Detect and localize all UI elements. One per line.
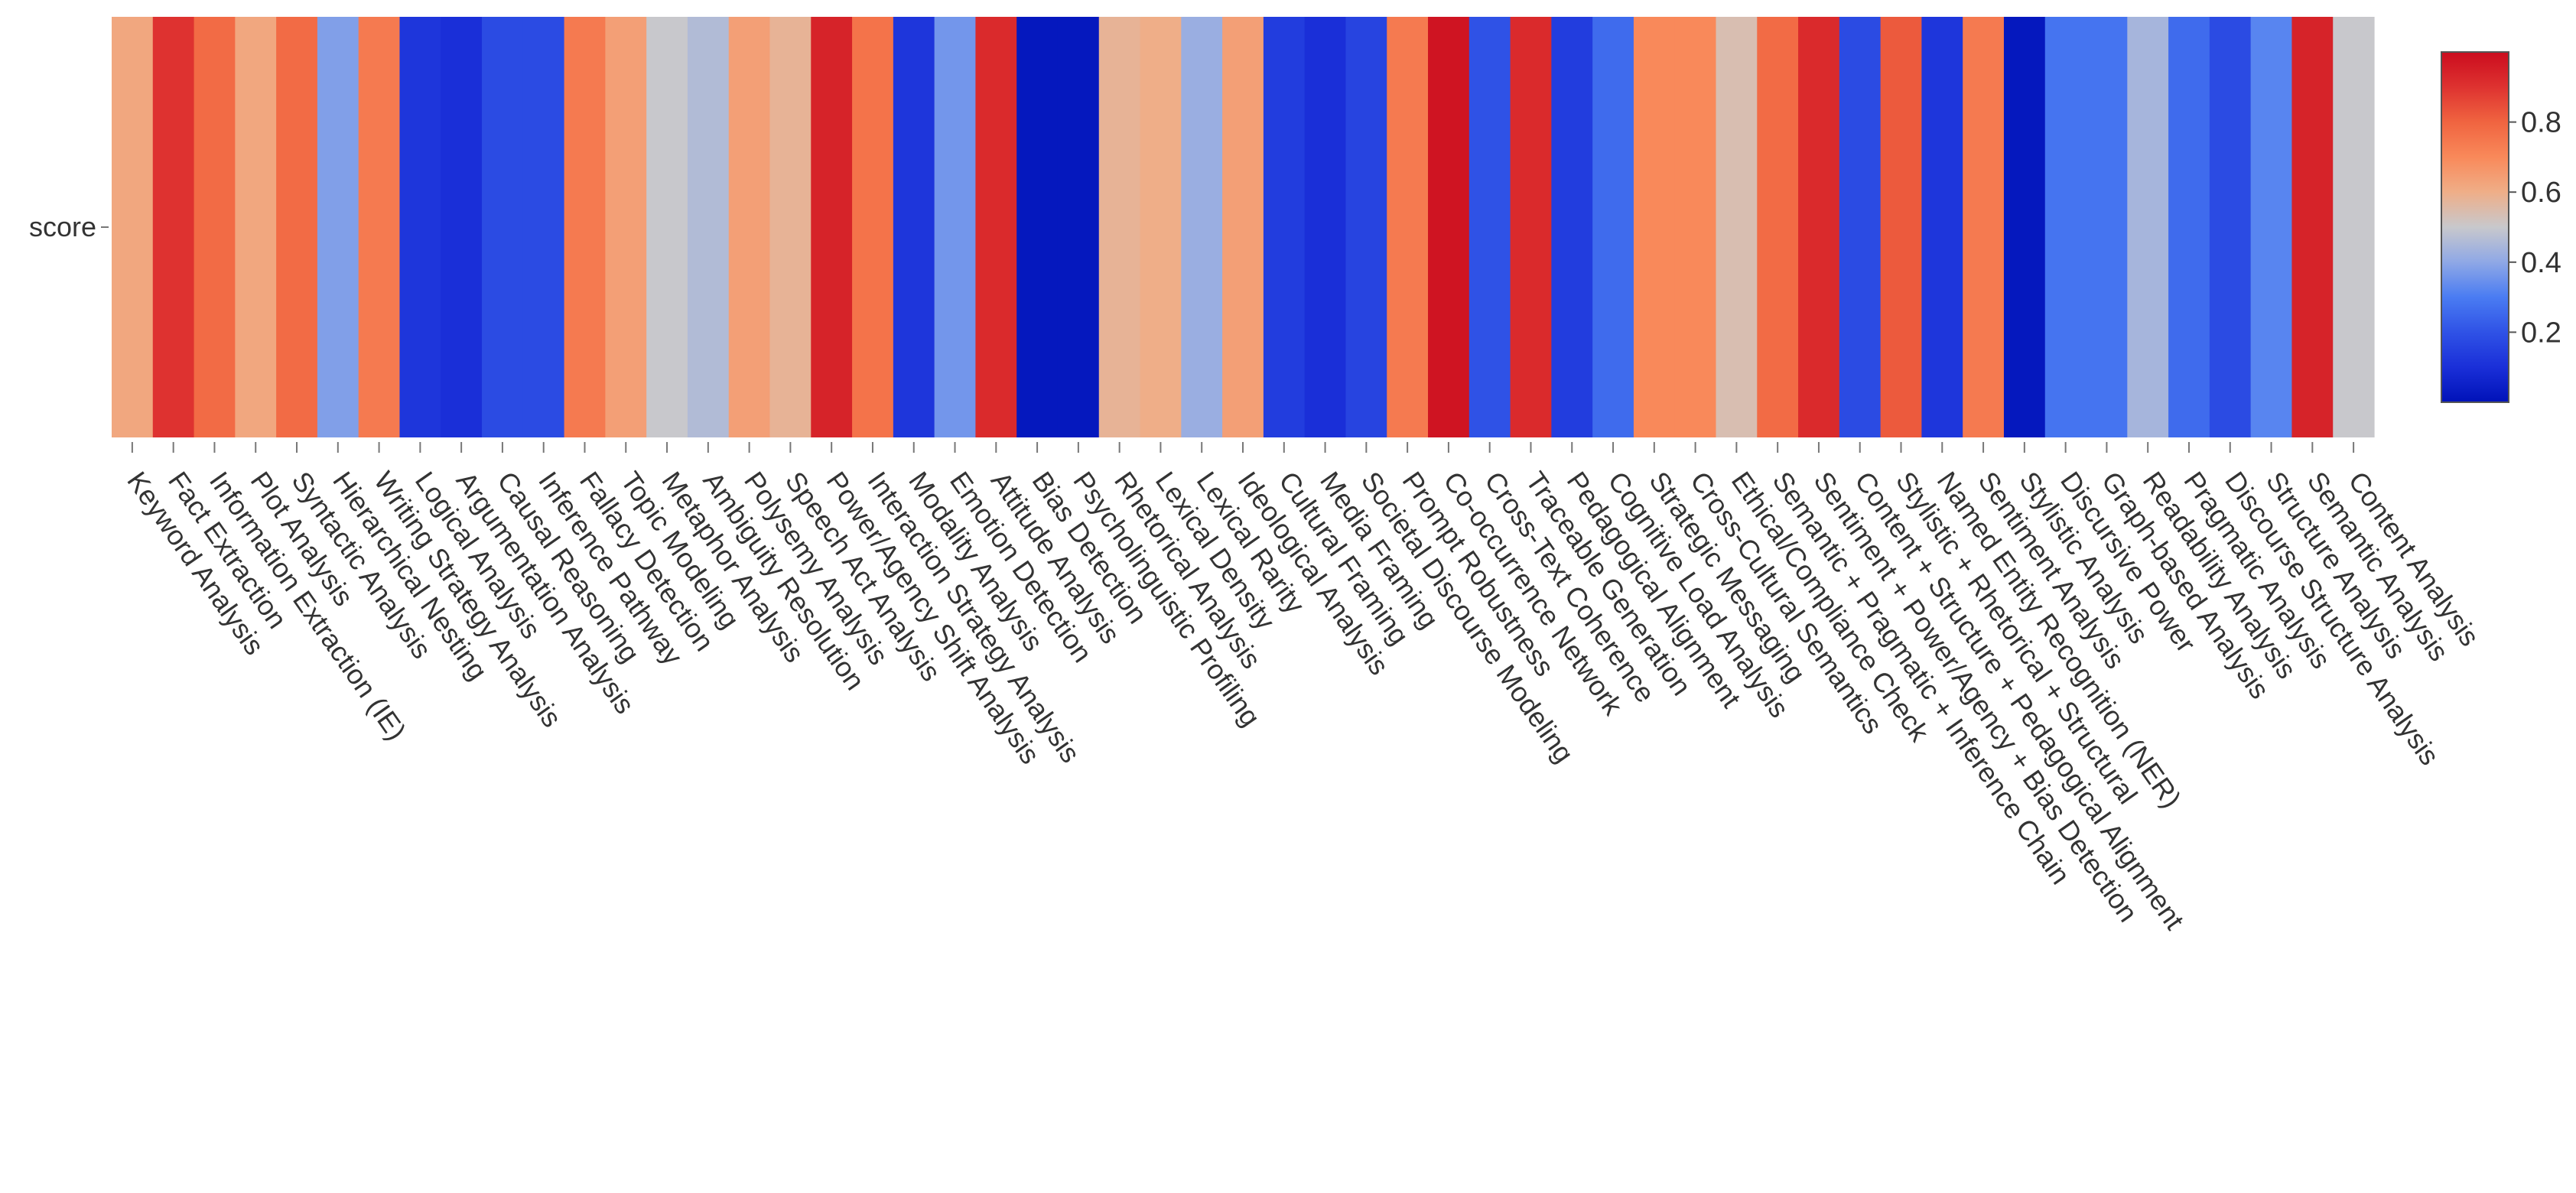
heatmap-cell	[1140, 17, 1182, 437]
heatmap-cell	[1716, 17, 1758, 437]
heatmap-cell	[1839, 17, 1882, 437]
colorbar-tick-label: 0.4	[2521, 247, 2561, 279]
heatmap-cell	[1798, 17, 1840, 437]
heatmap-cell	[1098, 17, 1141, 437]
heatmap-cell	[1057, 17, 1100, 437]
heatmap-cell	[564, 17, 606, 437]
heatmap-cell	[112, 17, 154, 437]
heatmap-cell	[1674, 17, 1717, 437]
row-labels: score	[29, 211, 109, 242]
heatmap-cell	[1921, 17, 1963, 437]
heatmap-cell	[1222, 17, 1264, 437]
heatmap-cell	[1757, 17, 1799, 437]
heatmap-cell	[276, 17, 318, 437]
heatmap-cell	[687, 17, 730, 437]
heatmap-cell	[1387, 17, 1429, 437]
heatmap-cells	[112, 17, 2375, 437]
heatmap-cell	[2291, 17, 2334, 437]
heatmap-cell	[152, 17, 195, 437]
heatmap-cell	[2003, 17, 2046, 437]
colorbar-tick-label: 0.2	[2521, 317, 2561, 349]
heatmap-cell	[1469, 17, 1511, 437]
heatmap-cell	[317, 17, 359, 437]
heatmap-cell	[1880, 17, 1922, 437]
heatmap-cell	[2250, 17, 2293, 437]
heatmap-cell	[482, 17, 524, 437]
heatmap-cell	[1304, 17, 1347, 437]
colorbar-gradient	[2441, 51, 2509, 403]
heatmap-cell	[1428, 17, 1470, 437]
heatmap-cell	[1263, 17, 1306, 437]
heatmap-cell	[2209, 17, 2252, 437]
heatmap-cell	[769, 17, 812, 437]
heatmap-cell	[1181, 17, 1223, 437]
heatmap-cell	[2333, 17, 2375, 437]
row-label: score	[29, 211, 96, 242]
heatmap-cell	[1592, 17, 1634, 437]
heatmap-cell	[358, 17, 401, 437]
heatmap-cell	[2127, 17, 2169, 437]
heatmap-cell	[235, 17, 277, 437]
heatmap-cell	[1633, 17, 1676, 437]
heatmap-cell	[852, 17, 894, 437]
heatmap-cell	[194, 17, 236, 437]
heatmap-cell	[1345, 17, 1387, 437]
heatmap-cell	[2044, 17, 2087, 437]
heatmap-cell	[441, 17, 483, 437]
heatmap-cell	[893, 17, 935, 437]
heatmap-cell	[522, 17, 565, 437]
heatmap-cell	[399, 17, 441, 437]
colorbar-tick-label: 0.6	[2521, 177, 2561, 209]
heatmap-cell	[646, 17, 688, 437]
heatmap-cell	[975, 17, 1017, 437]
heatmap-cell	[2168, 17, 2210, 437]
heatmap-cell	[1551, 17, 1593, 437]
heatmap-cell	[811, 17, 853, 437]
heatmap-cell	[728, 17, 771, 437]
colorbar-tick-label: 0.8	[2521, 107, 2561, 139]
heatmap-cell	[1510, 17, 1552, 437]
heatmap-cell	[605, 17, 647, 437]
heatmap-cell	[1963, 17, 2005, 437]
heatmap-cell	[1016, 17, 1059, 437]
heatmap-cell	[934, 17, 977, 437]
colorbar: 0.2 0.4 0.6 0.8	[2441, 51, 2561, 403]
heatmap-cell	[2086, 17, 2128, 437]
